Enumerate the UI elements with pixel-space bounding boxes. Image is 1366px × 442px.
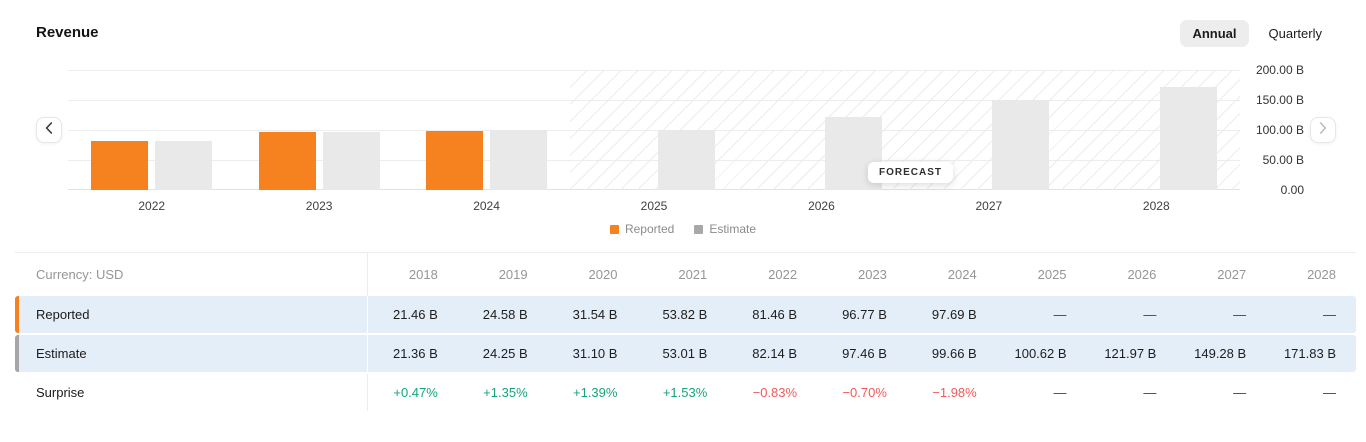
table-year-header: 2027 (1217, 267, 1247, 282)
legend-label: Estimate (709, 222, 757, 236)
toggle-quarterly[interactable]: Quarterly (1268, 26, 1322, 41)
x-axis-tick-label: 2028 (1142, 199, 1170, 213)
table-cell: −0.70% (842, 385, 887, 400)
x-axis-tick-label: 2027 (975, 199, 1003, 213)
table-cell: 21.36 B (392, 346, 438, 361)
table-cell: 31.54 B (572, 307, 618, 322)
table-year-header: 2019 (498, 267, 528, 282)
table-cell: 81.46 B (752, 307, 798, 322)
table-year-header: 2024 (947, 267, 977, 282)
legend-item-reported[interactable]: Reported (609, 222, 675, 236)
table-year-header: 2021 (678, 267, 708, 282)
reported-bar[interactable] (426, 131, 484, 190)
forecast-badge: FORECAST (868, 162, 953, 183)
table-cell: +1.53% (662, 385, 708, 400)
table-year-header: 2026 (1127, 267, 1157, 282)
table-cell: 97.69 B (931, 307, 977, 322)
table-year-header: 2023 (857, 267, 887, 282)
row-label: Surprise (15, 374, 368, 411)
table-year-header: 2022 (768, 267, 798, 282)
y-axis-tick-label: 100.00 B (1255, 123, 1304, 137)
toggle-annual[interactable]: Annual (1180, 20, 1249, 47)
table-cell: 121.97 B (1104, 346, 1157, 361)
chevron-right-icon (1319, 121, 1327, 139)
plot-area (68, 70, 1240, 190)
row-accent-bar (15, 335, 19, 372)
y-axis-tick-label: 200.00 B (1255, 63, 1304, 77)
table-year-header: 2018 (408, 267, 438, 282)
table-cell: 21.46 B (392, 307, 438, 322)
chart-legend: Reported Estimate (0, 222, 1366, 236)
table-row-estimate[interactable]: Estimate 21.36 B 24.25 B 31.10 B 53.01 B 82.1… (15, 335, 1356, 372)
table-cell: 53.01 B (662, 346, 708, 361)
x-axis-tick-label: 2025 (640, 199, 668, 213)
currency-label: Currency: USD (15, 253, 368, 296)
table-cell: 82.14 B (752, 346, 798, 361)
table-body: Reported 21.46 B 24.58 B 31.54 B 53.82 B 81.4… (15, 296, 1356, 411)
legend-swatch-icon (609, 224, 619, 234)
table-cell: — (1233, 307, 1247, 322)
table-cell: 24.25 B (482, 346, 528, 361)
table-cell: +1.39% (573, 385, 618, 400)
chevron-left-icon (45, 121, 53, 139)
table-year-header: 2020 (588, 267, 618, 282)
table-cell: 53.82 B (662, 307, 708, 322)
estimate-bar[interactable] (490, 130, 548, 190)
row-label: Reported (15, 296, 368, 333)
page-title: Revenue (36, 24, 99, 41)
estimate-bar[interactable] (1159, 86, 1217, 190)
table-cell: −1.98% (932, 385, 977, 400)
row-accent-bar (15, 296, 19, 333)
table-cell: — (1053, 307, 1067, 322)
legend-label: Reported (624, 222, 675, 236)
table-cell: 100.62 B (1014, 346, 1067, 361)
reported-bar[interactable] (258, 131, 316, 190)
table-cell: — (1143, 385, 1157, 400)
legend-item-estimate[interactable]: Estimate (694, 222, 756, 236)
estimate-bar[interactable] (657, 129, 715, 190)
estimate-bar[interactable] (322, 131, 380, 190)
chart-next-button[interactable] (1310, 117, 1336, 143)
table-cell: +0.47% (393, 385, 438, 400)
estimate-bar[interactable] (992, 100, 1050, 190)
reported-bar[interactable] (91, 141, 149, 190)
table-cell: 149.28 B (1194, 346, 1247, 361)
table-cell: — (1143, 307, 1157, 322)
table-row-surprise[interactable]: Surprise +0.47% +1.35% +1.39% +1.53% −0.83% −0… (15, 374, 1356, 411)
x-axis-tick-label: 2026 (808, 199, 835, 213)
chart-prev-button[interactable] (36, 117, 62, 143)
financials-table: Currency: USD 2018 2019 2020 2021 2022 2023 20… (15, 252, 1356, 411)
estimate-bar[interactable] (155, 140, 213, 190)
table-cell: 31.10 B (572, 346, 618, 361)
y-axis-tick-label: 150.00 B (1255, 93, 1304, 107)
table-cell: — (1053, 385, 1067, 400)
table-cell: 99.66 B (931, 346, 977, 361)
table-row-reported[interactable]: Reported 21.46 B 24.58 B 31.54 B 53.82 B 81.4… (15, 296, 1356, 333)
table-header-row: Currency: USD 2018 2019 2020 2021 2022 2023 20… (15, 252, 1356, 296)
table-cell: +1.35% (483, 385, 528, 400)
table-cell: 24.58 B (482, 307, 528, 322)
x-axis-tick-label: 2024 (473, 199, 500, 213)
row-label: Estimate (15, 335, 368, 372)
table-year-header: 2028 (1307, 267, 1336, 282)
y-axis-tick-label: 0.00 (1280, 183, 1304, 197)
table-cell: — (1233, 385, 1247, 400)
y-axis-tick-label: 50.00 B (1262, 153, 1304, 167)
table-cell: — (1323, 385, 1336, 400)
table-cell: 96.77 B (842, 307, 887, 322)
table-cell: −0.83% (752, 385, 798, 400)
table-cell: 97.46 B (842, 346, 887, 361)
x-axis-tick-label: 2022 (138, 199, 166, 213)
x-axis-tick-label: 2023 (305, 199, 333, 213)
table-cell: 171.83 B (1283, 346, 1336, 361)
table-year-header: 2025 (1037, 267, 1067, 282)
legend-swatch-icon (694, 224, 704, 234)
period-toggle: Annual Quarterly (1180, 20, 1334, 47)
table-cell: — (1323, 307, 1336, 322)
